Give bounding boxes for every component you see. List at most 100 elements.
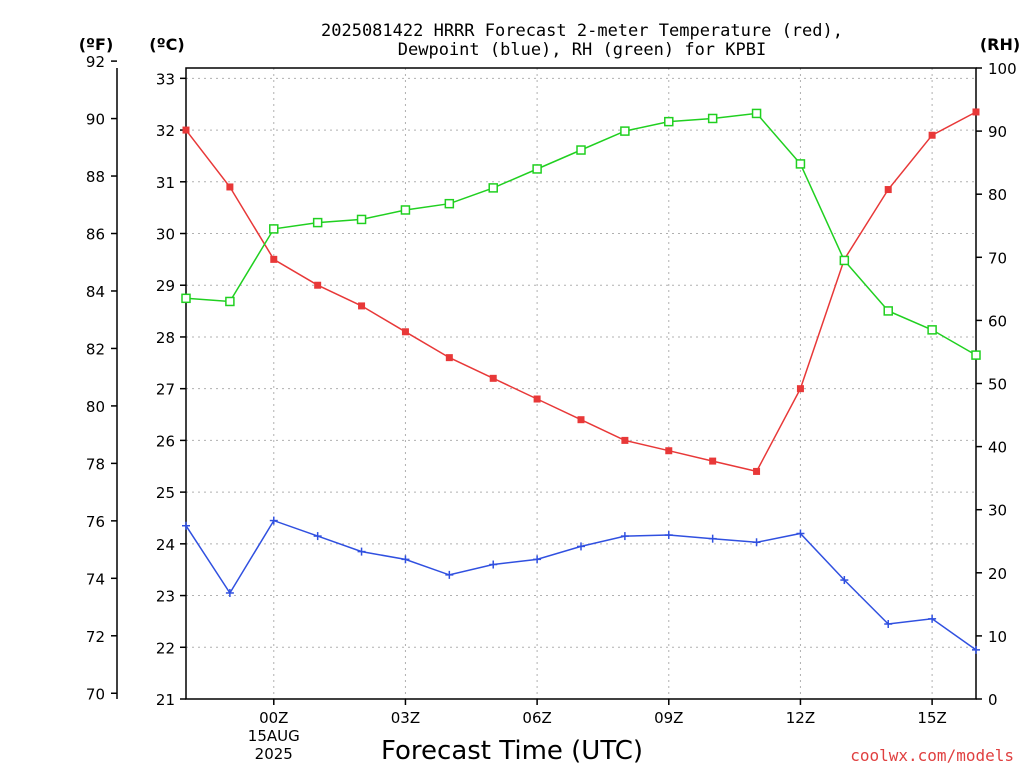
fahrenheit-tick-label: 72	[86, 628, 105, 646]
dewpoint-point	[313, 532, 322, 541]
fahrenheit-tick-label: 90	[86, 111, 105, 129]
temperature-point	[972, 108, 980, 116]
rh-point	[269, 224, 279, 234]
rh-point	[576, 145, 586, 155]
temperature-point	[796, 385, 804, 393]
fahrenheit-tick-label: 76	[86, 513, 105, 531]
celsius-tick-label: 29	[156, 277, 175, 295]
fahrenheit-tick-label: 82	[86, 340, 105, 358]
rh-tick-label: 80	[988, 186, 1007, 204]
dewpoint-point	[928, 614, 937, 623]
x-tick-label: 15Z	[917, 709, 946, 727]
x-axis-label: Forecast Time (UTC)	[381, 736, 643, 766]
temperature-point	[314, 281, 322, 289]
grid-lines	[186, 68, 976, 699]
dewpoint-point	[445, 570, 454, 579]
temperature-point	[621, 436, 629, 444]
temperature-point	[401, 328, 409, 336]
rh-point	[444, 198, 455, 209]
rh-tick-label: 10	[988, 628, 1007, 646]
rh-point	[839, 255, 850, 266]
dewpoint-point	[225, 588, 234, 597]
x-tick-label: 09Z	[654, 709, 683, 727]
dewpoint-point	[269, 516, 278, 525]
dewpoint-point	[489, 560, 498, 569]
rh-point	[225, 296, 235, 307]
temperature-point	[665, 447, 673, 455]
credit-link[interactable]: coolwx.com/models	[850, 746, 1014, 765]
temperature-point	[226, 183, 234, 191]
temperature-point	[489, 374, 497, 382]
rh-point	[883, 306, 893, 316]
rh-tick-label: 50	[988, 376, 1007, 394]
rh-tick-label: 90	[988, 123, 1007, 141]
fahrenheit-tick-label: 78	[86, 455, 105, 473]
celsius-tick-label: 21	[156, 691, 175, 709]
dewpoint-point	[796, 529, 805, 538]
dewpoint-point	[620, 532, 629, 541]
temperature-point	[270, 255, 278, 263]
celsius-tick-label: 33	[156, 70, 175, 88]
rh-point	[795, 159, 806, 169]
dewpoint-point	[752, 538, 761, 547]
celsius-tick-label: 25	[156, 484, 175, 502]
rh-tick-label: 40	[988, 439, 1007, 457]
rh-point	[620, 126, 630, 136]
rh-point	[707, 113, 718, 124]
fahrenheit-tick-label: 80	[86, 398, 105, 416]
dewpoint-point	[533, 555, 542, 564]
dewpoint-point	[708, 534, 717, 543]
temperature-point	[533, 395, 541, 403]
rh-point	[181, 293, 191, 304]
dewpoint-point	[884, 620, 893, 629]
temperature-point	[753, 467, 761, 475]
fahrenheit-tick-label: 74	[86, 570, 105, 588]
dewpoint-point	[577, 542, 585, 551]
chart-title-line1: 2025081422 HRRR Forecast 2-meter Tempera…	[321, 21, 843, 41]
celsius-tick-label: 24	[156, 536, 175, 554]
rh-tick-label: 20	[988, 565, 1007, 583]
rh-point	[488, 183, 498, 193]
temperature-point	[884, 186, 892, 194]
fahrenheit-tick-label: 84	[86, 283, 105, 301]
x-tick-label: 12Z	[786, 709, 815, 727]
rh-point	[664, 116, 674, 127]
temperature-point	[445, 354, 453, 362]
rh-point	[971, 350, 981, 360]
celsius-tick-label: 31	[156, 174, 175, 192]
fahrenheit-tick-label: 70	[86, 685, 105, 703]
rh-tick-label: 30	[988, 502, 1007, 520]
fahrenheit-tick-label: 92	[86, 53, 105, 71]
dewpoint-point	[664, 531, 673, 540]
x-tick-year: 2025	[255, 745, 293, 763]
dewpoint-point	[840, 576, 849, 585]
rh-point	[751, 108, 762, 119]
celsius-tick-label: 22	[156, 639, 175, 657]
celsius-tick-label: 32	[156, 122, 175, 140]
fahrenheit-tick-label: 88	[86, 168, 105, 186]
celsius-unit-label: (ºC)	[149, 35, 184, 54]
rh-unit-label: (RH)	[980, 35, 1020, 54]
axes: 21 22 23 24 25 26 27 28 29 30 31 32 33 70 72 74 76 78 80 82…	[86, 53, 1017, 763]
dewpoint-point	[182, 521, 190, 530]
rh-point	[312, 217, 323, 228]
celsius-tick-label: 23	[156, 588, 175, 606]
rh-tick-label: 70	[988, 249, 1007, 267]
x-tick-date: 15AUG	[248, 727, 300, 745]
celsius-tick-label: 26	[156, 432, 175, 450]
temperature-point	[709, 457, 717, 465]
dewpoint-point	[972, 645, 980, 654]
rh-tick-label: 0	[988, 691, 998, 709]
rh-tick-label: 60	[988, 312, 1007, 330]
dewpoint-line	[185, 519, 977, 651]
x-tick-label: 06Z	[522, 709, 551, 727]
rh-point	[356, 214, 367, 225]
data-series	[181, 108, 981, 654]
dewpoint-point	[401, 555, 410, 564]
x-tick-label: 00Z	[259, 709, 288, 727]
celsius-tick-label: 28	[156, 329, 175, 347]
rh-point	[927, 325, 937, 335]
rh-point	[400, 205, 411, 215]
celsius-tick-label: 27	[156, 381, 175, 399]
